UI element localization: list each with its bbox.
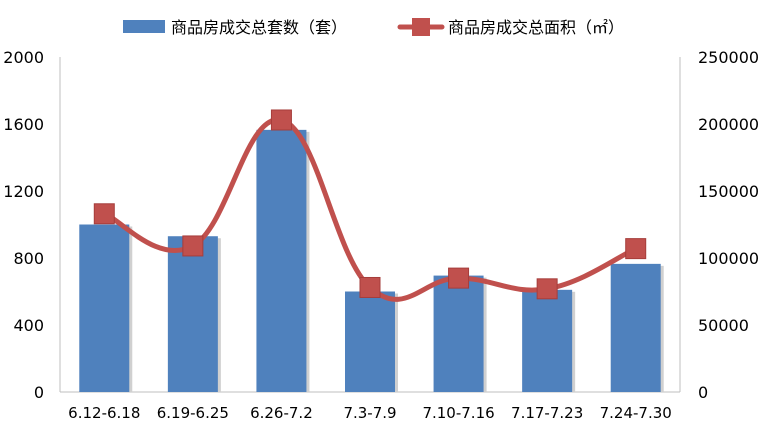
y-left-tick-label: 0: [34, 383, 44, 402]
y-right-tick-label: 50000: [698, 316, 749, 335]
bar: [167, 236, 218, 392]
x-tick-label: 7.3-7.9: [343, 404, 396, 422]
y-right-tick-label: 0: [698, 383, 708, 402]
line-marker: [625, 238, 647, 260]
legend-swatch-bar: [123, 20, 165, 33]
line-marker: [359, 276, 381, 298]
bar: [79, 224, 130, 392]
line-marker: [536, 278, 558, 300]
axes: 0 400 800 1200 1600 2000 0 50000 100000 150000 200…: [3, 48, 759, 402]
x-tick-label: 7.24-7.30: [600, 404, 672, 422]
y-right-tick-label: 150000: [698, 182, 759, 201]
x-tick-label: 6.26-7.2: [250, 404, 313, 422]
bar-series: [79, 129, 664, 393]
y-left-tick-label: 2000: [3, 48, 44, 67]
bar: [256, 129, 307, 393]
line-marker: [448, 267, 470, 289]
bar: [522, 289, 573, 392]
bar: [610, 263, 661, 392]
x-tick-label: 6.12-6.18: [68, 404, 140, 422]
line-marker: [182, 235, 204, 257]
legend-label-line: 商品房成交总面积（㎡）: [448, 18, 624, 37]
legend: 商品房成交总套数（套） 商品房成交总面积（㎡）: [123, 18, 624, 37]
x-tick-label: 6.19-6.25: [157, 404, 229, 422]
x-tick-label: 7.17-7.23: [511, 404, 583, 422]
y-left-tick-label: 800: [13, 249, 44, 268]
y-left-tick-label: 400: [13, 316, 44, 335]
line-marker: [93, 203, 115, 225]
line-series: [93, 109, 647, 302]
y-left-tick-label: 1200: [3, 182, 44, 201]
y-right-tick-label: 100000: [698, 249, 759, 268]
y-left-tick-label: 1600: [3, 115, 44, 134]
x-axis-labels: 6.12-6.18 6.19-6.25 6.26-7.2 7.3-7.9 7.10-7.…: [68, 404, 672, 422]
y-right-tick-label: 250000: [698, 48, 759, 67]
y-right-tick-label: 200000: [698, 115, 759, 134]
line-marker: [270, 109, 292, 131]
x-tick-label: 7.10-7.16: [422, 404, 494, 422]
bar: [345, 291, 395, 392]
bar: [433, 275, 484, 392]
legend-label-bar: 商品房成交总套数（套）: [171, 18, 347, 37]
legend-swatch-marker: [412, 18, 430, 36]
